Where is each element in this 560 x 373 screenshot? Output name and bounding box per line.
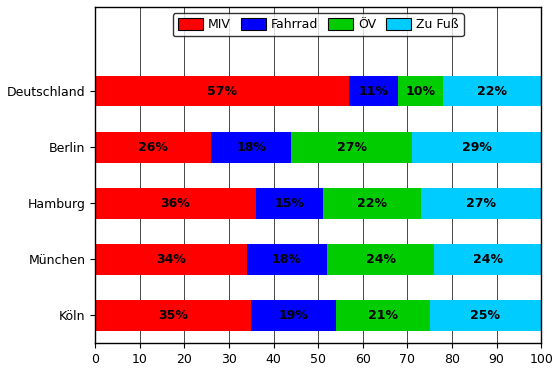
Text: 27%: 27% (337, 141, 367, 154)
Bar (430, 300, 541, 331)
Text: 57%: 57% (207, 85, 237, 98)
Bar (95, 132, 211, 163)
Text: 18%: 18% (272, 253, 302, 266)
Text: 15%: 15% (274, 197, 304, 210)
Text: 36%: 36% (161, 197, 190, 210)
Text: 22%: 22% (477, 85, 507, 98)
Text: 19%: 19% (279, 309, 309, 322)
Text: 22%: 22% (357, 197, 387, 210)
Text: 24%: 24% (366, 253, 395, 266)
Bar (247, 244, 327, 275)
Text: 26%: 26% (138, 141, 168, 154)
Bar (323, 188, 421, 219)
Bar (211, 132, 291, 163)
Legend: MIV, Fahrrad, ÖV, Zu Fuß: MIV, Fahrrad, ÖV, Zu Fuß (172, 13, 464, 36)
Bar (434, 244, 541, 275)
Text: 27%: 27% (466, 197, 496, 210)
Bar (95, 188, 256, 219)
Bar (95, 244, 247, 275)
Bar (421, 188, 541, 219)
Text: 21%: 21% (368, 309, 398, 322)
Text: 25%: 25% (470, 309, 501, 322)
Bar (443, 76, 541, 106)
Text: 29%: 29% (461, 141, 492, 154)
Bar (412, 132, 541, 163)
Bar (256, 188, 323, 219)
Text: 35%: 35% (158, 309, 188, 322)
Text: 18%: 18% (236, 141, 266, 154)
Bar (327, 244, 434, 275)
Text: 11%: 11% (359, 85, 389, 98)
Bar (251, 300, 336, 331)
Text: 24%: 24% (473, 253, 503, 266)
Bar (336, 300, 430, 331)
Text: 34%: 34% (156, 253, 186, 266)
Bar (291, 132, 412, 163)
Text: 10%: 10% (406, 85, 436, 98)
Bar (399, 76, 443, 106)
Bar (95, 76, 349, 106)
Bar (349, 76, 399, 106)
Bar (95, 300, 251, 331)
